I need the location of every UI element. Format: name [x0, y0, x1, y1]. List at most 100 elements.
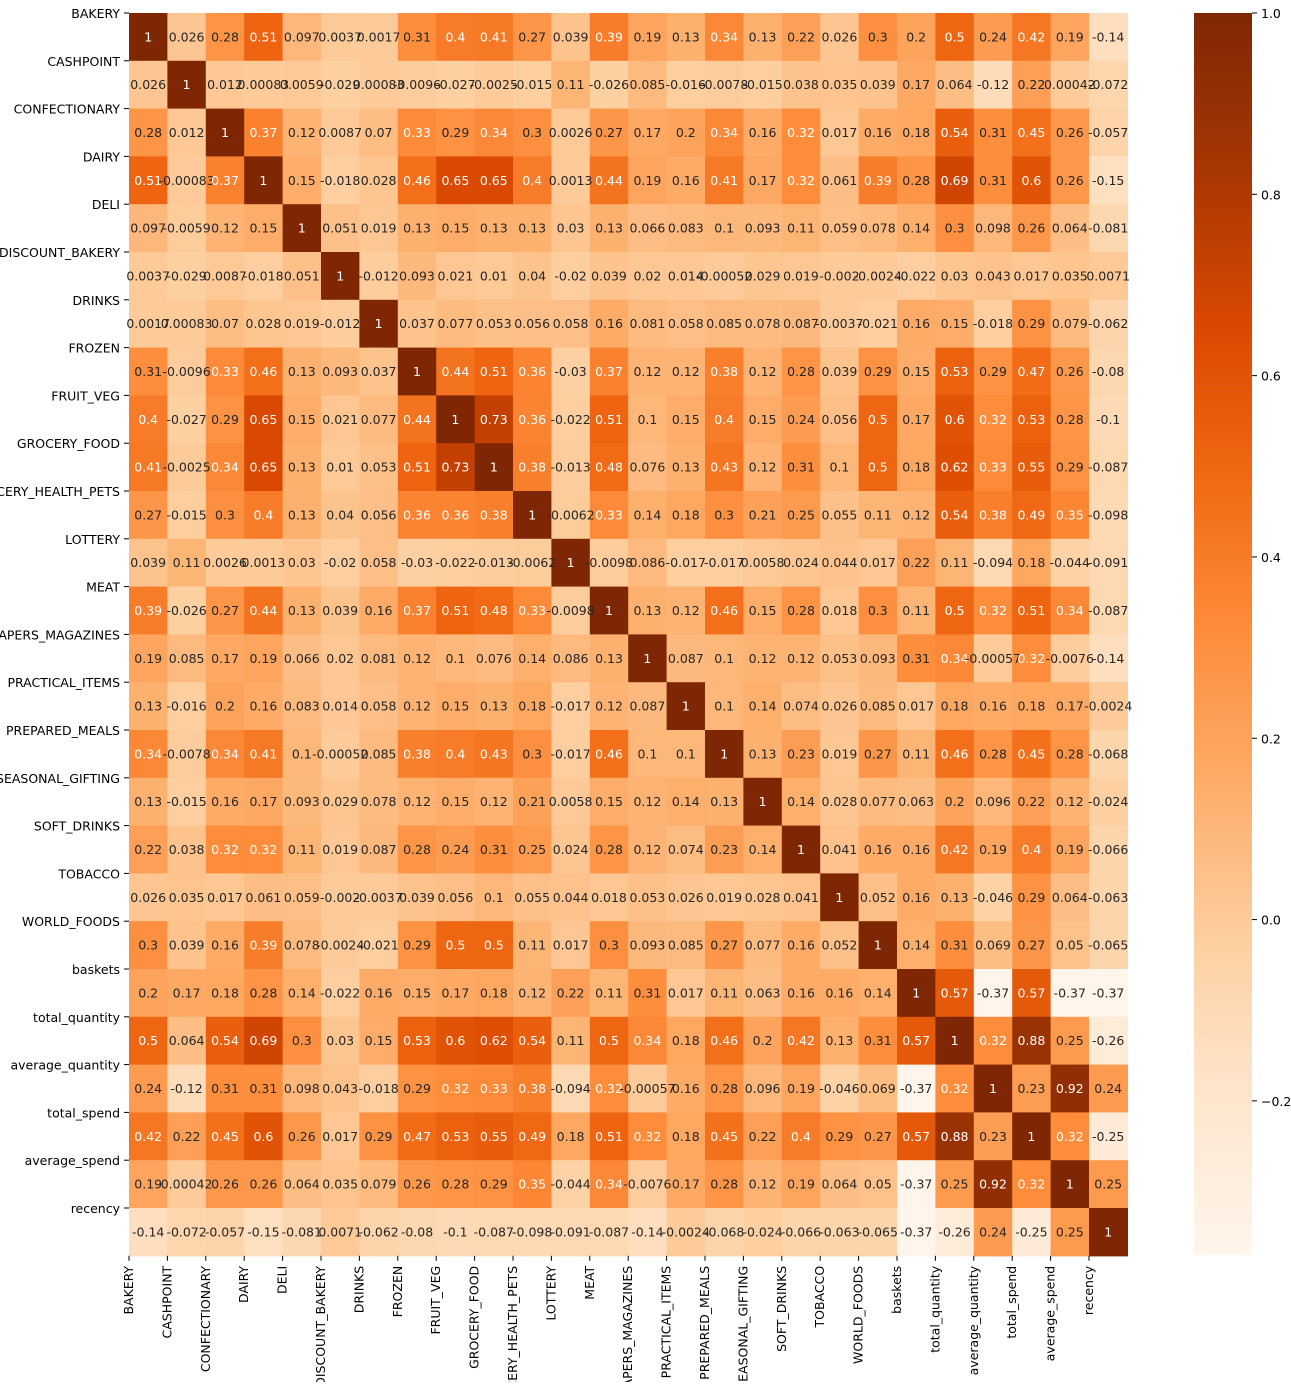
heatmap-cell	[282, 1208, 322, 1257]
cell-value-label: 0.083	[284, 699, 320, 714]
heatmap-cell	[205, 443, 245, 492]
cell-value-label: 0.42	[134, 1129, 162, 1144]
heatmap-cell	[167, 108, 207, 157]
heatmap-cell	[897, 299, 936, 349]
cell-value-label: 0.31	[979, 173, 1007, 188]
heatmap-cell	[589, 108, 629, 157]
heatmap-cell	[820, 299, 860, 349]
cell-value-label: 0.18	[480, 985, 508, 1000]
heatmap-cell	[666, 777, 706, 827]
heatmap-cell	[589, 825, 629, 874]
heatmap-cell	[513, 13, 552, 62]
heatmap-cell	[628, 730, 668, 779]
heatmap-cell	[897, 825, 936, 874]
cell-value-label: 0.05	[1056, 938, 1084, 953]
cell-value-label: 0.051	[284, 268, 320, 283]
heatmap-cell	[589, 1160, 629, 1209]
heatmap-cell	[589, 60, 629, 110]
heatmap-cell	[897, 108, 936, 157]
heatmap-cell	[628, 1208, 668, 1257]
x-tick-label: recency	[1081, 1265, 1096, 1315]
heatmap-cell	[205, 825, 245, 874]
heatmap-cell	[397, 825, 437, 874]
cell-value-label: 0.47	[1017, 364, 1045, 379]
heatmap-cell	[205, 1208, 245, 1257]
cell-value-label: 0.4	[791, 1129, 811, 1144]
heatmap-cell	[781, 682, 821, 731]
cell-value-label: -0.0025	[470, 77, 518, 92]
heatmap-cell	[244, 299, 284, 349]
heatmap-cell	[205, 299, 245, 349]
cell-value-label: 0.11	[941, 555, 969, 570]
cell-value-label: 0.53	[941, 364, 969, 379]
heatmap-cell	[858, 873, 898, 922]
cell-value-label: 0.16	[365, 985, 393, 1000]
cell-value-label: 0.57	[902, 1033, 930, 1048]
cell-value-label: 0.25	[1094, 1177, 1122, 1192]
cell-value-label: 0.32	[787, 125, 815, 140]
heatmap-cell	[1012, 538, 1052, 588]
heatmap-cell	[551, 730, 591, 779]
heatmap-cell	[858, 204, 898, 253]
cell-value-label: 0.097	[284, 29, 320, 44]
heatmap-cell	[705, 1064, 744, 1113]
heatmap-cell	[397, 538, 437, 588]
cell-value-label: 0.16	[864, 125, 892, 140]
x-tick-label: total_quantity	[927, 1265, 942, 1353]
cell-value-label: 0.056	[514, 316, 550, 331]
cell-value-label: 0.13	[288, 603, 316, 618]
cell-value-label: 0.0037	[318, 29, 362, 44]
cell-value-label: 0.13	[288, 364, 316, 379]
x-tick-label: average_quantity	[966, 1265, 981, 1375]
heatmap-cell	[589, 299, 629, 349]
cell-value-label: 0.0013	[242, 555, 286, 570]
heatmap-cell	[513, 60, 552, 110]
cell-value-label: -0.0062	[546, 507, 594, 522]
cell-value-label: 0.028	[361, 173, 397, 188]
cell-value-label: -0.046	[973, 890, 1013, 905]
heatmap-cell	[244, 252, 284, 301]
cell-value-label: 0.16	[902, 316, 930, 331]
heatmap-cell	[743, 395, 783, 444]
heatmap-cell	[282, 347, 322, 396]
heatmap-cell	[628, 1112, 668, 1161]
x-tick-label: GROCERY_HEALTH_PETS	[505, 1266, 520, 1382]
cell-value-label: 1	[912, 985, 920, 1000]
cell-value-label: -0.072	[166, 1224, 206, 1239]
heatmap-cell	[666, 1208, 706, 1257]
heatmap-cell	[321, 60, 360, 110]
heatmap-cell	[397, 252, 437, 301]
cell-value-label: -0.0025	[162, 460, 210, 475]
cell-value-label: 0.063	[745, 985, 781, 1000]
cell-value-label: -0.00052	[696, 268, 752, 283]
cell-value-label: 0.13	[672, 29, 700, 44]
cell-value-label: 0.1	[676, 746, 696, 761]
heatmap-cell	[743, 873, 783, 922]
heatmap-cell	[397, 204, 437, 253]
cell-value-label: 0.29	[1056, 460, 1084, 475]
heatmap-cell	[436, 252, 476, 301]
heatmap-cell	[628, 682, 668, 731]
heatmap-cell	[244, 347, 284, 396]
cell-value-label: 0.32	[787, 173, 815, 188]
cell-value-label: -0.091	[1088, 555, 1128, 570]
heatmap-cell	[321, 1016, 360, 1066]
heatmap-cell	[858, 347, 898, 396]
cell-value-label: 0.44	[595, 173, 623, 188]
cell-value-label: -0.087	[474, 1224, 514, 1239]
cell-value-label: 0.5	[868, 460, 888, 475]
heatmap-cell	[897, 156, 936, 205]
cell-value-label: -0.081	[1088, 221, 1128, 236]
cell-value-label: 0.026	[130, 890, 166, 905]
heatmap-cell	[359, 682, 399, 731]
cell-value-label: 0.29	[979, 364, 1007, 379]
cell-value-label: -0.022	[896, 268, 936, 283]
heatmap-cell	[397, 1208, 437, 1257]
heatmap-cell	[551, 873, 591, 922]
heatmap-cell	[743, 491, 783, 540]
cell-value-label: 0.024	[553, 842, 589, 857]
heatmap-cell	[397, 730, 437, 779]
heatmap-cell	[1089, 204, 1128, 253]
cell-value-label: 0.093	[630, 938, 666, 953]
cell-value-label: 0.26	[1017, 221, 1045, 236]
